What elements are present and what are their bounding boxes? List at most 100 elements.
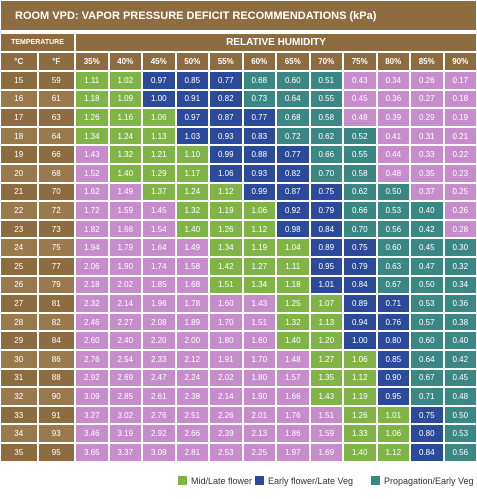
vpd-cell: 1.86 — [276, 424, 310, 443]
vpd-cell: 0.66 — [343, 201, 377, 220]
vpd-cell: 0.40 — [443, 331, 477, 350]
humidity-column: 50% — [175, 52, 209, 71]
vpd-cell: 0.87 — [209, 108, 243, 127]
vpd-cell: 1.45 — [142, 201, 176, 220]
vpd-cell: 0.53 — [443, 424, 477, 443]
vpd-cell: 0.48 — [443, 387, 477, 406]
vpd-cell: 2.18 — [75, 275, 109, 295]
vpd-cell: 1.43 — [242, 294, 276, 313]
vpd-cell: 2.92 — [75, 368, 109, 388]
vpd-cell: 1.12 — [242, 219, 276, 239]
temperature-header: TEMPERATURE — [0, 33, 75, 52]
vpd-cell: 3.46 — [75, 424, 109, 443]
fahrenheit-cell: 61 — [37, 89, 75, 109]
vpd-cell: 0.87 — [276, 182, 310, 202]
vpd-cell: 1.68 — [175, 275, 209, 295]
vpd-cell: 1.26 — [343, 405, 377, 425]
vpd-cell: 0.67 — [410, 368, 444, 388]
vpd-cell: 2.00 — [175, 331, 209, 350]
celsius-cell: 16 — [0, 89, 38, 109]
vpd-cell: 0.39 — [376, 108, 410, 127]
vpd-cell: 1.00 — [343, 331, 377, 350]
celsius-cell: 15 — [0, 71, 38, 90]
vpd-cell: 0.56 — [376, 219, 410, 239]
vpd-cell: 1.10 — [175, 145, 209, 164]
vpd-cell: 1.64 — [142, 238, 176, 257]
vpd-cell: 2.01 — [242, 405, 276, 425]
vpd-cell: 1.85 — [142, 275, 176, 295]
vpd-cell: 1.27 — [242, 257, 276, 276]
celsius-cell: 25 — [0, 257, 38, 276]
vpd-cell: 0.60 — [410, 331, 444, 350]
fahrenheit-cell: 79 — [37, 275, 75, 295]
vpd-cell: 1.34 — [209, 238, 243, 257]
vpd-cell: 1.51 — [309, 405, 343, 425]
vpd-cell: 0.67 — [376, 275, 410, 295]
humidity-column: 60% — [242, 52, 276, 71]
vpd-cell: 1.80 — [242, 368, 276, 388]
celsius-cell: 22 — [0, 201, 38, 220]
vpd-cell: 0.89 — [309, 238, 343, 257]
vpd-cell: 0.95 — [376, 387, 410, 406]
legend-label: Propagation/Early Veg — [384, 476, 474, 486]
vpd-cell: 0.68 — [276, 108, 310, 127]
vpd-cell: 1.48 — [276, 350, 310, 369]
vpd-cell: 0.68 — [242, 71, 276, 90]
celsius-cell: 17 — [0, 108, 38, 127]
vpd-cell: 1.34 — [242, 275, 276, 295]
vpd-cell: 0.64 — [410, 350, 444, 369]
fahrenheit-cell: 82 — [37, 312, 75, 332]
vpd-cell: 0.40 — [410, 201, 444, 220]
vpd-cell: 1.19 — [209, 201, 243, 220]
vpd-cell: 2.38 — [175, 387, 209, 406]
vpd-cell: 1.59 — [108, 201, 142, 220]
vpd-cell: 1.37 — [142, 182, 176, 202]
vpd-cell: 1.25 — [276, 294, 310, 313]
vpd-cell: 3.27 — [75, 405, 109, 425]
fahrenheit-cell: 95 — [37, 443, 75, 462]
vpd-cell: 0.23 — [443, 164, 477, 183]
vpd-cell: 2.26 — [209, 405, 243, 425]
vpd-cell: 0.84 — [343, 275, 377, 295]
humidity-column: 75% — [343, 52, 377, 71]
vpd-cell: 1.09 — [108, 89, 142, 109]
vpd-cell: 0.82 — [276, 164, 310, 183]
legend-swatch — [178, 476, 187, 485]
vpd-cell: 1.58 — [175, 257, 209, 276]
vpd-cell: 0.36 — [443, 294, 477, 313]
celsius-cell: 29 — [0, 331, 38, 350]
vpd-cell: 1.90 — [242, 387, 276, 406]
vpd-cell: 1.29 — [142, 164, 176, 183]
fahrenheit-cell: 86 — [37, 350, 75, 369]
vpd-cell: 1.11 — [75, 71, 109, 90]
vpd-cell: 0.98 — [276, 219, 310, 239]
vpd-cell: 2.32 — [75, 294, 109, 313]
vpd-cell: 0.80 — [410, 424, 444, 443]
vpd-cell: 0.26 — [443, 201, 477, 220]
humidity-column: 55% — [209, 52, 243, 71]
title: ROOM VPD: VAPOR PRESSURE DEFICIT RECOMME… — [0, 0, 477, 31]
vpd-cell: 0.38 — [443, 312, 477, 332]
vpd-cell: 2.54 — [108, 350, 142, 369]
vpd-cell: 0.60 — [276, 71, 310, 90]
vpd-cell: 0.85 — [376, 350, 410, 369]
vpd-cell: 2.39 — [209, 424, 243, 443]
humidity-column: 35% — [75, 52, 109, 71]
vpd-cell: 2.13 — [242, 424, 276, 443]
vpd-cell: 1.70 — [209, 312, 243, 332]
vpd-cell: 3.37 — [108, 443, 142, 462]
humidity-column: 45% — [142, 52, 176, 71]
celsius-cell: 30 — [0, 350, 38, 369]
vpd-cell: 1.80 — [209, 331, 243, 350]
vpd-cell: 0.52 — [343, 126, 377, 146]
vpd-cell: 1.04 — [276, 238, 310, 257]
vpd-cell: 1.24 — [175, 182, 209, 202]
vpd-cell: 3.19 — [108, 424, 142, 443]
fahrenheit-cell: 81 — [37, 294, 75, 313]
vpd-cell: 0.48 — [343, 108, 377, 127]
humidity-column: 40% — [108, 52, 142, 71]
vpd-cell: 2.85 — [108, 387, 142, 406]
vpd-cell: 1.78 — [175, 294, 209, 313]
vpd-cell: 3.02 — [108, 405, 142, 425]
